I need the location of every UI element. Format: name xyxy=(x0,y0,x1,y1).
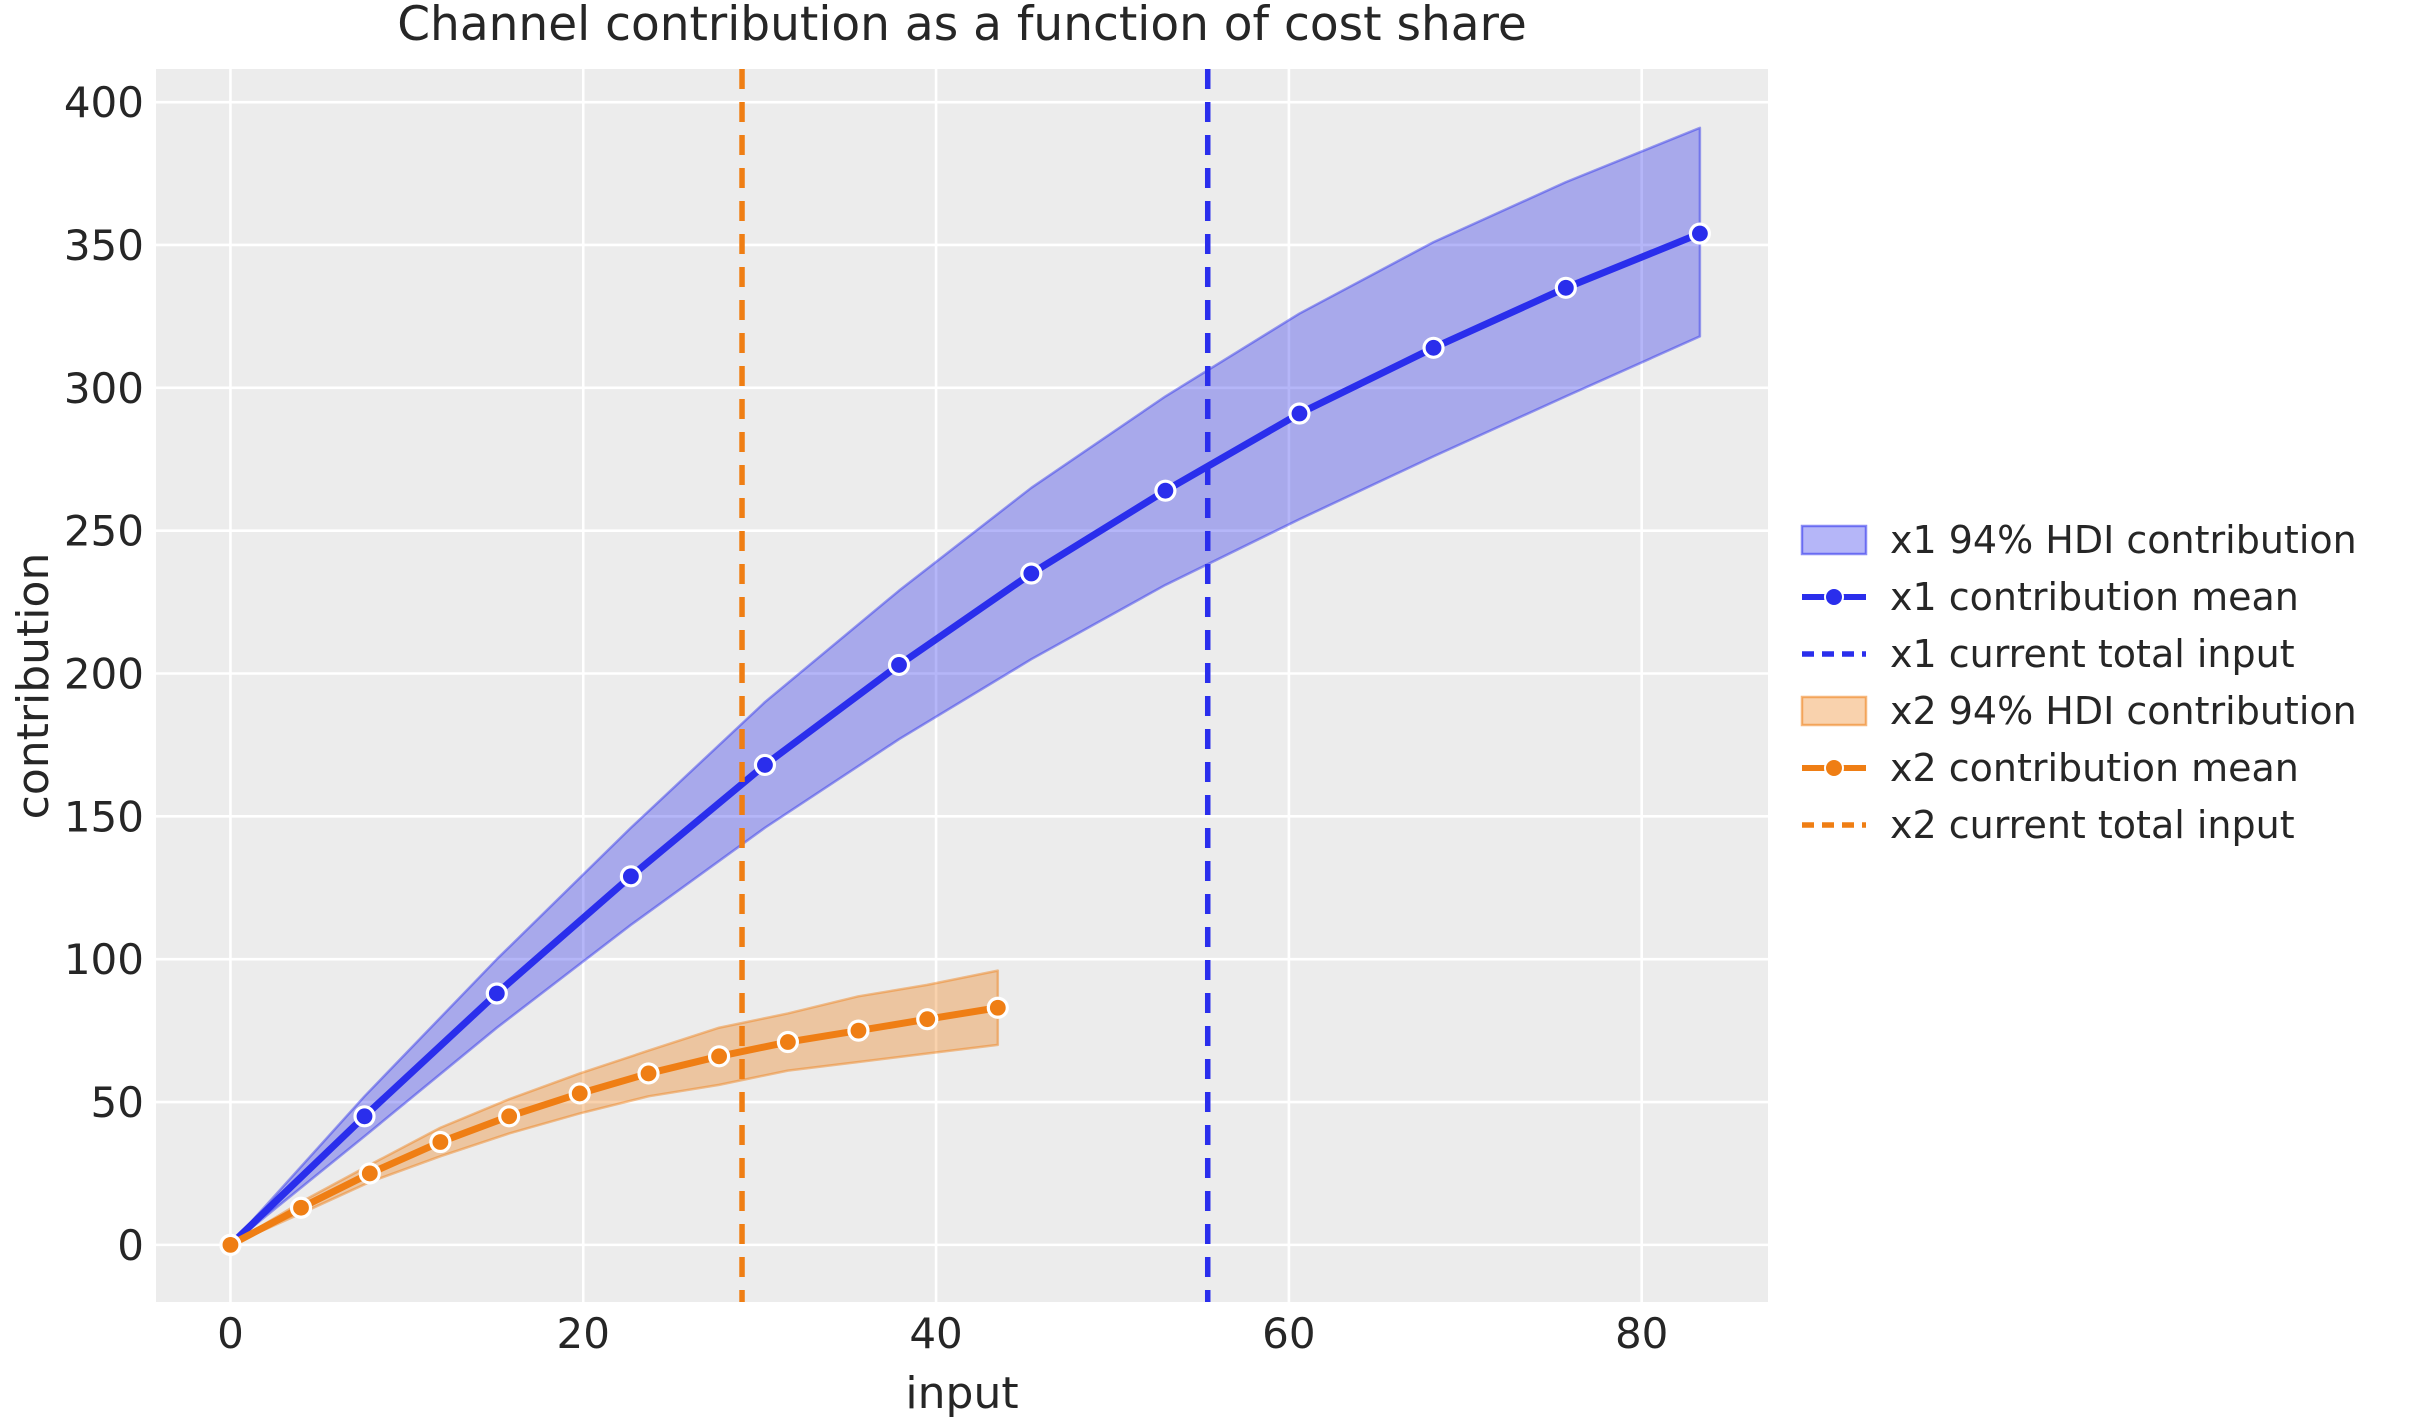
data-point-marker xyxy=(1154,479,1177,502)
y-axis-label: contribution xyxy=(8,553,59,820)
legend-item: x2 contribution mean xyxy=(1800,746,2357,790)
legend-item-label: x2 contribution mean xyxy=(1890,746,2299,790)
legend-swatch-band xyxy=(1800,695,1868,727)
data-point-marker xyxy=(289,1196,313,1219)
y-tick-label: 350 xyxy=(64,221,144,270)
y-tick-label: 400 xyxy=(64,78,144,127)
x-axis-label: input xyxy=(905,1368,1018,1419)
data-point-marker xyxy=(219,1233,242,1256)
data-point-marker xyxy=(916,1008,939,1031)
plot-area xyxy=(156,69,1768,1302)
legend-item: x1 94% HDI contribution xyxy=(1800,518,2357,562)
plot-background xyxy=(156,69,1768,1302)
data-point-marker xyxy=(753,753,777,777)
legend-item: x2 94% HDI contribution xyxy=(1800,689,2357,733)
data-point-marker xyxy=(1288,402,1311,425)
y-tick-label: 100 xyxy=(64,935,144,984)
legend-swatch-dashed-line xyxy=(1802,651,1866,657)
data-point-marker xyxy=(619,865,642,888)
legend-item-label: x1 contribution mean xyxy=(1890,575,2299,619)
legend-swatch-dashed-line xyxy=(1802,822,1866,828)
legend-item-label: x1 94% HDI contribution xyxy=(1890,518,2357,562)
data-point-marker xyxy=(887,653,911,677)
x-tick-label: 80 xyxy=(1615,1309,1668,1358)
legend-item: x1 contribution mean xyxy=(1800,575,2357,619)
data-point-marker xyxy=(485,982,508,1005)
legend: x1 94% HDI contribution x1 contribution m… xyxy=(1800,518,2357,847)
axis-ticks: 0 20 40 60 80 0 50 100 150 200 250 300 350 400 xyxy=(64,78,1669,1358)
data-point-marker xyxy=(847,1019,870,1042)
legend-item: x2 current total input xyxy=(1800,803,2357,847)
y-tick-label: 150 xyxy=(64,792,144,841)
legend-item-label: x1 current total input xyxy=(1890,632,2295,676)
y-tick-label: 50 xyxy=(91,1078,144,1127)
data-point-marker xyxy=(707,1045,731,1068)
data-point-marker xyxy=(429,1130,452,1154)
data-point-marker xyxy=(358,1162,381,1185)
data-point-marker xyxy=(776,1030,799,1054)
data-point-marker xyxy=(1020,562,1043,585)
x-tick-label: 0 xyxy=(217,1309,244,1358)
data-point-marker xyxy=(986,996,1009,1019)
data-point-marker xyxy=(353,1105,376,1128)
y-tick-label: 0 xyxy=(117,1221,144,1270)
legend-swatch-mean-line xyxy=(1802,758,1866,778)
data-point-marker xyxy=(637,1062,660,1085)
legend-swatch-band xyxy=(1800,524,1868,556)
data-point-marker xyxy=(498,1105,521,1128)
data-point-marker xyxy=(1554,276,1577,299)
legend-item-label: x2 94% HDI contribution xyxy=(1890,689,2357,733)
y-tick-label: 300 xyxy=(64,364,144,413)
mean-line xyxy=(228,230,1702,1248)
mean-line xyxy=(228,1004,999,1248)
y-tick-label: 250 xyxy=(64,507,144,556)
data-point-marker xyxy=(568,1082,591,1105)
x-tick-label: 40 xyxy=(909,1309,962,1358)
data-point-marker xyxy=(1688,222,1712,245)
legend-item: x1 current total input xyxy=(1800,632,2357,676)
y-tick-label: 200 xyxy=(64,650,144,699)
legend-swatch-mean-line xyxy=(1802,587,1866,607)
x-tick-label: 20 xyxy=(557,1309,610,1358)
data-point-marker xyxy=(1422,336,1445,359)
legend-item-label: x2 current total input xyxy=(1890,803,2295,847)
chart-title: Channel contribution as a function of co… xyxy=(397,0,1527,52)
x-tick-label: 60 xyxy=(1262,1309,1315,1358)
